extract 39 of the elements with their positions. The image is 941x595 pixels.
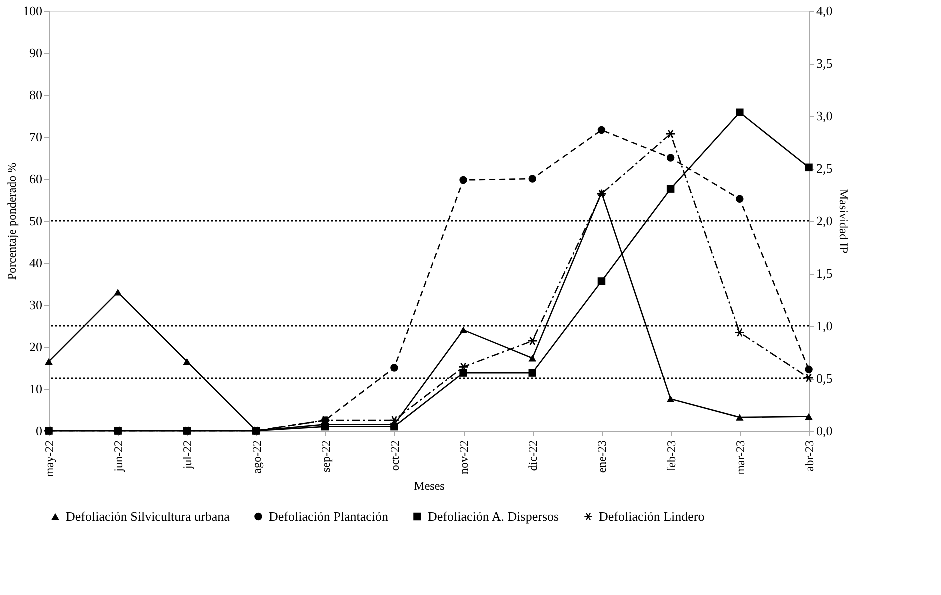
y2-tick-label: 4,0 [816,4,833,18]
y-tick-label: 40 [30,256,42,270]
y2-tick-label: 1,0 [816,318,833,334]
y2-tick-label: 3,0 [816,108,833,124]
y2-axis-title: Masividad IP [836,189,851,254]
legend-label: Defoliación Silvicultura urbana [66,508,230,524]
x-tick-label: ene-23 [595,440,610,474]
y2-tick-label: 3,5 [816,56,833,71]
y2-tick-label: 0,0 [816,424,833,438]
x-tick-label: jun-22 [112,440,126,473]
x-tick-label: dic-22 [526,440,540,472]
x-tick-label: jul-22 [180,440,195,470]
y2-tick-label: 2,0 [816,214,833,228]
y-axis-title: Porcentaje ponderado % [5,162,19,280]
y-tick-label: 30 [30,298,42,312]
y-tick-label: 60 [30,172,42,186]
x-tick-label: sep-22 [318,440,333,472]
x-tick-label: ago-22 [250,440,264,474]
y-tick-label: 0 [36,424,42,438]
y-tick-label: 70 [30,130,42,144]
legend-label: Defoliación Plantación [269,508,389,524]
y-tick-label: 90 [30,46,42,60]
x-tick-label: oct-22 [388,440,402,472]
y-tick-label: 80 [30,88,42,102]
x-tick-label: feb-23 [664,440,678,472]
x-tick-label: may-22 [42,440,56,478]
x-axis-title: Meses [414,479,446,494]
y2-tick-label: 1,5 [816,266,833,281]
y2-tick-label: 0,5 [816,371,833,386]
y-tick-label: 50 [30,214,42,228]
x-tick-label: abr-23 [802,440,816,472]
y-tick-label: 100 [23,4,42,18]
y2-tick-label: 2,5 [816,161,833,176]
legend-label: Defoliación A. Dispersos [428,508,560,524]
x-tick-label: mar-23 [733,440,748,475]
x-tick-label: nov-22 [457,440,472,474]
y-tick-label: 10 [30,382,42,396]
legend-label: Defoliación Lindero [599,508,705,524]
y-tick-label: 20 [30,340,42,354]
